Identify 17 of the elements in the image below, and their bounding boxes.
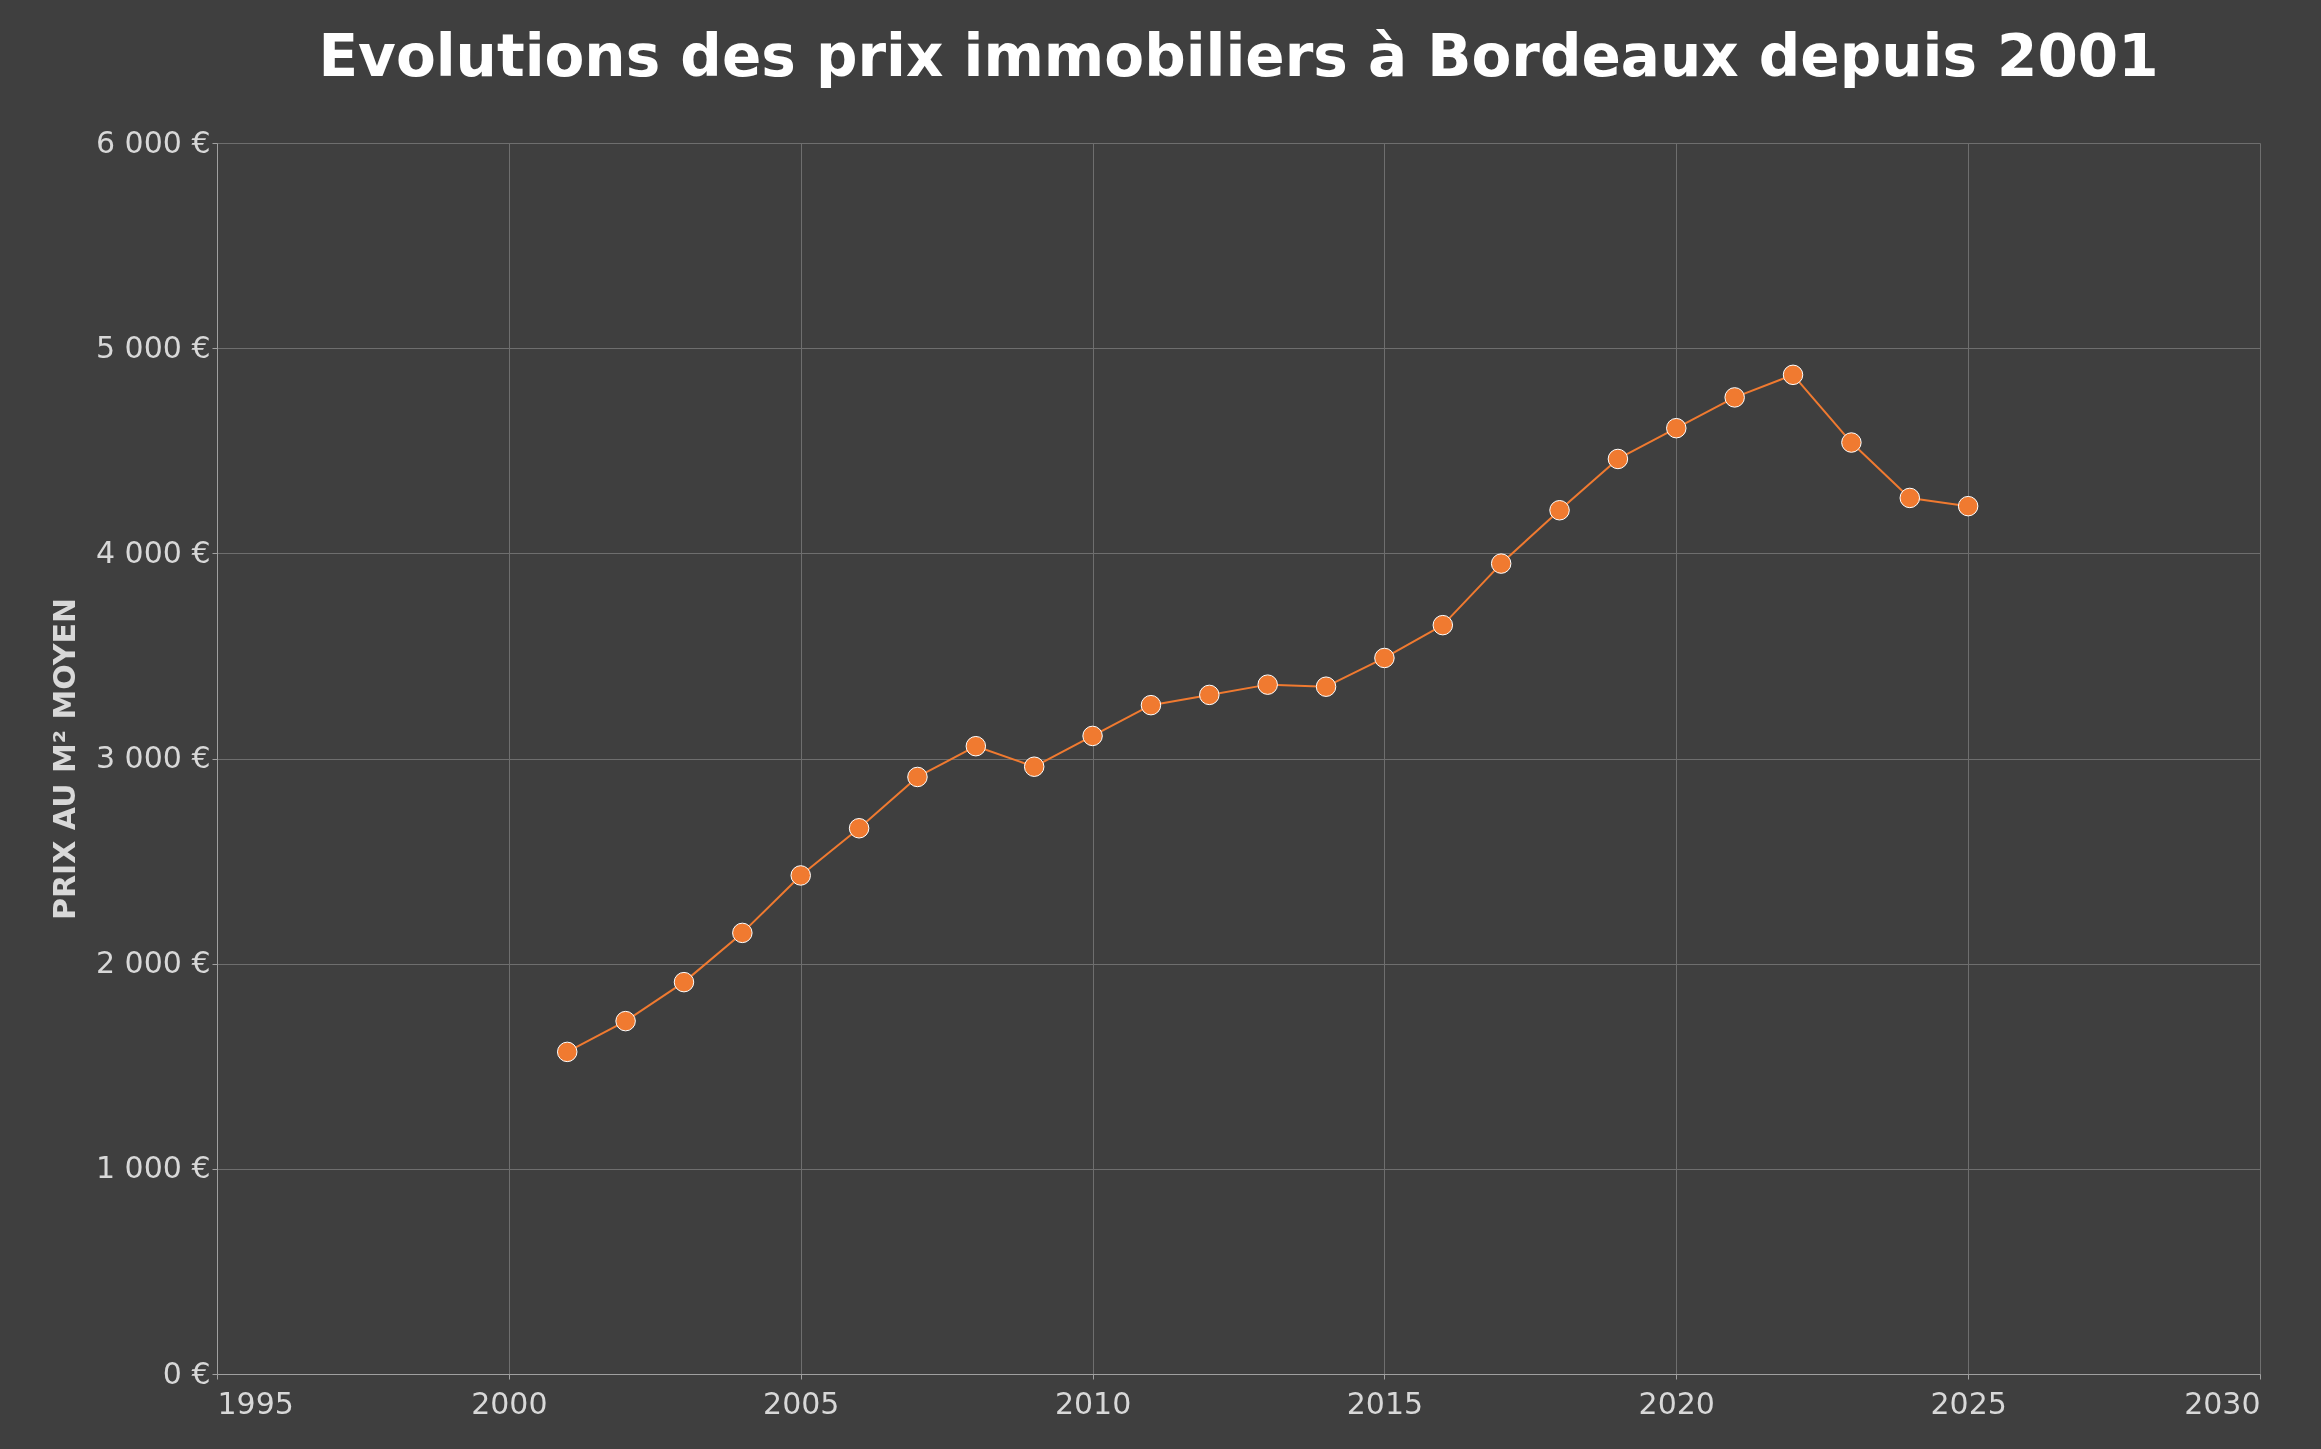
y-tick-label: 6 000 € — [95, 124, 211, 160]
y-tick-label: 2 000 € — [95, 945, 211, 981]
y-tick-label: 1 000 € — [95, 1150, 211, 1186]
x-tick-label: 2010 — [1054, 1385, 1132, 1421]
x-tick-label: 2015 — [1346, 1385, 1424, 1421]
chart-title: Evolutions des prix immobiliers à Bordeaux depuis 2001 — [318, 22, 2159, 90]
x-tick-label: 1995 — [217, 1385, 294, 1421]
x-tick-label: 2030 — [2184, 1385, 2261, 1421]
y-tick-label: 4 000 € — [95, 534, 211, 570]
x-tick-label: 2005 — [763, 1385, 840, 1421]
x-tick-label: 2020 — [1638, 1385, 1715, 1421]
y-axis-title: PRIX AU M² MOYEN — [46, 598, 82, 920]
y-tick-label: 5 000 € — [95, 329, 211, 365]
y-tick-label: 0 € — [162, 1355, 211, 1391]
x-tick-label: 2025 — [1930, 1385, 2007, 1421]
x-tick-label: 2000 — [471, 1385, 548, 1421]
y-tick-label: 3 000 € — [95, 740, 211, 775]
